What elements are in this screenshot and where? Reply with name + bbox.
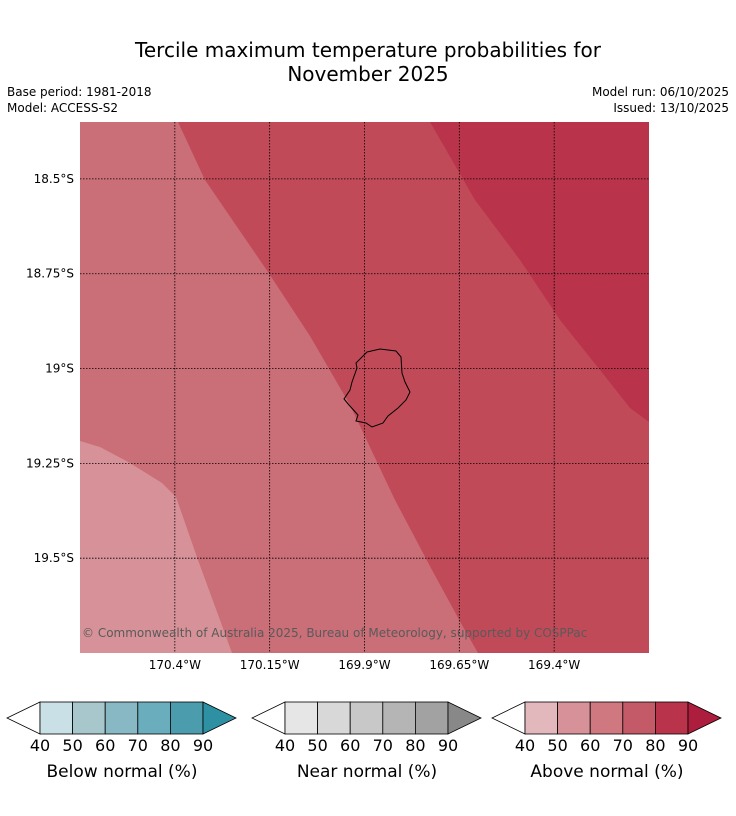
latitude-labels: 18.5°S 18.75°S 19°S 19.25°S 19.5°S — [26, 172, 74, 565]
colorbar-below-normal: 40 50 60 70 80 90 — [6, 701, 237, 755]
colorbar-tick-label: 60 — [95, 736, 115, 755]
colorbar-label-below: Below normal (%) — [46, 762, 198, 782]
colorbar-tick-label: 70 — [613, 736, 633, 755]
issued-date: Issued: 13/10/2025 — [613, 101, 729, 115]
band-80-90 — [430, 122, 649, 422]
chart-title: Tercile maximum temperature probabilitie… — [0, 38, 736, 86]
colorbar-tick-label: 60 — [580, 736, 600, 755]
model-run: Model run: 06/10/2025 — [591, 85, 729, 99]
band-50-60 — [80, 441, 232, 653]
lat-label: 19.25°S — [26, 456, 74, 470]
colorbar-segment — [284, 701, 318, 735]
colorbar-tick-label: 40 — [515, 736, 535, 755]
colorbar-tick-label: 40 — [275, 736, 295, 755]
lon-label: 170.15°W — [240, 658, 300, 672]
copyright-text: © Commonwealth of Australia 2025, Bureau… — [82, 626, 587, 640]
model-name: Model: ACCESS-S2 — [7, 101, 119, 115]
colorbar-tick-label: 50 — [307, 736, 327, 755]
colorbar-tick-label: 90 — [438, 736, 458, 755]
colorbar-segment — [169, 701, 204, 735]
colorbar-segment — [72, 701, 106, 735]
colorbar-tick-label: 50 — [62, 736, 82, 755]
colorbar-tick-label: 90 — [193, 736, 213, 755]
colorbar-left-arrow — [491, 701, 526, 735]
colorbar-segment — [589, 701, 624, 735]
colorbar-segment — [524, 701, 558, 735]
lon-label: 170.4°W — [149, 658, 201, 672]
colorbar-left-arrow — [251, 701, 286, 735]
colorbar-right-arrow — [202, 701, 237, 735]
colorbar-segment — [349, 701, 384, 735]
lat-label: 18.5°S — [34, 172, 74, 186]
colorbars: 40 50 60 70 80 90 40 50 60 70 80 90 40 50 60 70 80 90 — [6, 701, 722, 755]
colorbar-tick-label: 70 — [373, 736, 393, 755]
colorbar-label-near: Near normal (%) — [296, 762, 438, 782]
colorbar-segment — [39, 701, 73, 735]
lon-label: 169.4°W — [528, 658, 580, 672]
colorbar-segment — [382, 701, 416, 735]
island-outline — [343, 348, 411, 428]
lat-label: 19°S — [45, 362, 74, 376]
metadata-left: Base period: 1981-2018 Model: ACCESS-S2 — [7, 84, 152, 116]
lon-label: 169.9°W — [338, 658, 390, 672]
colorbar-tick-label: 80 — [405, 736, 425, 755]
colorbar-segment — [137, 701, 171, 735]
colorbar-tick-label: 60 — [340, 736, 360, 755]
title-line-1: Tercile maximum temperature probabilitie… — [135, 38, 601, 62]
colorbar-left-arrow — [6, 701, 41, 735]
colorbar-right-arrow — [687, 701, 722, 735]
lat-label: 19.5°S — [34, 551, 74, 565]
colorbar-segment — [557, 701, 591, 735]
colorbar-segment — [622, 701, 656, 735]
colorbar-tick-label: 50 — [547, 736, 567, 755]
colorbar-tick-label: 70 — [128, 736, 148, 755]
lon-label: 169.65°W — [429, 658, 489, 672]
colorbar-segment — [317, 701, 351, 735]
colorbar-above-normal: 40 50 60 70 80 90 — [491, 701, 722, 755]
colorbar-tick-label: 80 — [160, 736, 180, 755]
colorbar-right-arrow — [447, 701, 482, 735]
metadata-right: Model run: 06/10/2025 Issued: 13/10/2025 — [592, 84, 729, 116]
colorbar-near-normal: 40 50 60 70 80 90 — [251, 701, 482, 755]
colorbar-segment — [104, 701, 139, 735]
colorbar-label-above: Above normal (%) — [530, 762, 684, 782]
colorbar-segment — [655, 701, 689, 735]
map-gridlines — [80, 122, 649, 653]
map-area — [80, 122, 649, 653]
title-line-2: November 2025 — [287, 62, 449, 86]
colorbar-segment — [414, 701, 449, 735]
longitude-labels: 170.4°W 170.15°W 169.9°W 169.65°W 169.4°W — [149, 658, 581, 672]
lat-label: 18.75°S — [26, 267, 74, 281]
colorbar-tick-label: 90 — [678, 736, 698, 755]
colorbar-tick-label: 80 — [645, 736, 665, 755]
base-period: Base period: 1981-2018 — [7, 85, 152, 99]
colorbar-tick-label: 40 — [30, 736, 50, 755]
